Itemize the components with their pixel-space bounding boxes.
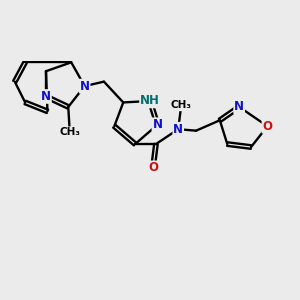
Text: N: N [80, 80, 90, 93]
Text: NH: NH [140, 94, 160, 107]
Text: N: N [173, 123, 183, 136]
Text: O: O [148, 161, 158, 174]
Text: N: N [152, 118, 162, 131]
Text: N: N [41, 90, 51, 103]
Text: O: O [262, 120, 272, 133]
Text: CH₃: CH₃ [171, 100, 192, 110]
Text: CH₃: CH₃ [59, 127, 80, 137]
Text: N: N [234, 100, 244, 113]
